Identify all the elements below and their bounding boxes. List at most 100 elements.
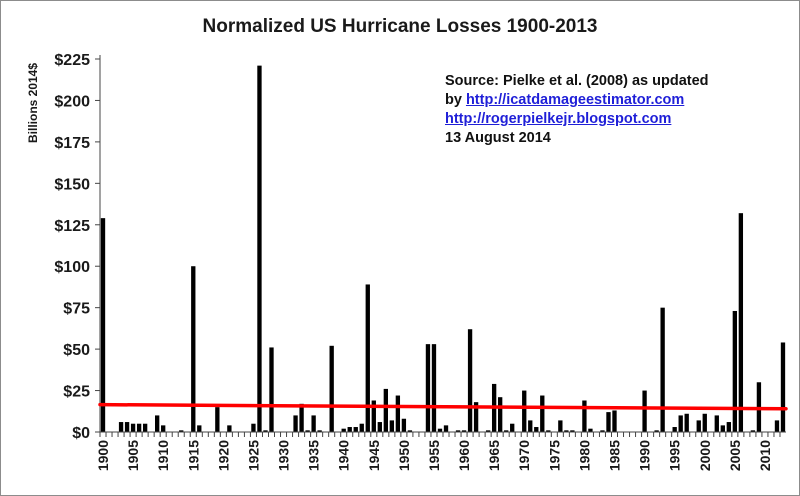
trend-line <box>98 402 788 411</box>
bar-1970 <box>522 390 527 432</box>
y-tick-label: $25 <box>63 384 90 401</box>
bar-1976 <box>558 420 563 432</box>
bar-1961 <box>467 329 473 432</box>
x-tick-label: 1920 <box>215 440 231 471</box>
bar-2005 <box>732 310 738 432</box>
bar-2004 <box>726 422 731 432</box>
x-tick-label: 1955 <box>426 440 442 471</box>
x-tick-label: 1910 <box>155 440 171 471</box>
bar-2002 <box>714 415 719 432</box>
bar-2012 <box>774 420 780 432</box>
x-tick-label: 1960 <box>456 440 472 471</box>
icat-link[interactable]: http://icatdamageestimator.com <box>465 92 685 108</box>
source-annotation: Source: Pielke et al. (2008) as updated … <box>445 72 785 148</box>
x-tick-label: 1915 <box>185 440 201 471</box>
bar-1940 <box>341 428 346 432</box>
bar-1942 <box>353 427 358 432</box>
annotation-blog-line: http://rogerpielkejr.blogspot.com <box>445 110 785 129</box>
bar-1980 <box>582 400 587 432</box>
x-tick-label: 1980 <box>576 440 592 471</box>
x-tick-label: 1975 <box>546 440 562 471</box>
bar-1935 <box>311 415 316 432</box>
y-tick-label: $50 <box>63 342 90 359</box>
bar-1906 <box>136 423 142 432</box>
annotation-date: 13 August 2014 <box>445 130 551 146</box>
x-tick-label: 1935 <box>306 440 322 471</box>
bar-1972 <box>534 427 539 432</box>
x-tick-label: 1950 <box>396 440 412 471</box>
bar-1904 <box>124 422 130 432</box>
y-tick-label: $200 <box>54 93 90 110</box>
y-ticks: $0 $25 $50 $75 $100 $125 $150 $175 $200 $225 <box>54 52 100 442</box>
x-tick-label: 1985 <box>607 440 623 471</box>
bar-1916 <box>197 425 202 432</box>
x-tick-label: 1970 <box>516 440 532 471</box>
y-tick-label: $175 <box>54 135 90 152</box>
bar-1971 <box>528 420 533 432</box>
bar-1997 <box>684 413 689 432</box>
bar-1957 <box>443 425 449 432</box>
annotation-by-line: by http://icatdamageestimator.com <box>445 91 785 110</box>
bar-1981 <box>588 428 593 432</box>
y-tick-label: $75 <box>63 301 90 318</box>
bar-1921 <box>227 425 232 432</box>
y-tick-label: $125 <box>54 218 90 235</box>
bar-1973 <box>540 395 545 432</box>
bar-1995 <box>672 427 677 432</box>
bar-1977 <box>564 430 569 432</box>
bar-1913 <box>179 430 184 432</box>
bar-1996 <box>678 415 683 432</box>
trend-line-group <box>98 402 788 411</box>
bar-2003 <box>720 425 725 432</box>
bar-1955 <box>431 344 437 432</box>
bar-1959 <box>455 430 461 432</box>
bar-1928 <box>269 347 274 432</box>
bar-1960 <box>461 430 467 432</box>
bar-1946 <box>377 422 382 432</box>
y-tick-label: $100 <box>54 259 90 276</box>
bar-1984 <box>606 412 611 432</box>
bar-1962 <box>473 402 479 432</box>
bar-1936 <box>317 430 322 432</box>
bar-1903 <box>118 422 124 432</box>
x-tick-label: 2000 <box>697 440 713 471</box>
bar-1919 <box>215 407 220 432</box>
x-tick-label: 1995 <box>667 440 683 471</box>
bar-1947 <box>383 388 388 432</box>
bar-1934 <box>305 430 310 432</box>
bar-1993 <box>660 307 665 432</box>
bar-1990 <box>642 390 647 432</box>
bar-1964 <box>485 430 491 432</box>
bar-1941 <box>347 427 352 432</box>
bar-1900 <box>100 218 106 432</box>
bar-1950 <box>401 418 407 432</box>
bar-1932 <box>293 415 298 432</box>
x-tick-label: 1900 <box>95 440 111 471</box>
x-tick-label: 1925 <box>245 440 261 471</box>
x-tick-label: 1930 <box>276 440 292 471</box>
bar-1938 <box>329 345 334 432</box>
y-axis-label: Billions 2014$ <box>26 63 40 143</box>
x-tick-label: 1940 <box>336 440 352 471</box>
x-tick-label: 2005 <box>727 440 743 471</box>
bar-1943 <box>359 423 364 432</box>
chart-title: Normalized US Hurricane Losses 1900-2013 <box>203 16 598 37</box>
bar-1915 <box>191 266 196 432</box>
bar-1944 <box>365 284 370 432</box>
x-tick-label: 2010 <box>757 440 773 471</box>
bar-1933 <box>299 403 304 432</box>
y-tick-label: $150 <box>54 176 90 193</box>
bar-1985 <box>612 410 617 432</box>
bar-2000 <box>702 413 707 432</box>
bar-1954 <box>425 344 431 432</box>
x-ticks: 1900 1905 1910 1915 1920 1925 1930 1935 1940 1945… <box>95 432 781 471</box>
bar-1967 <box>504 430 509 432</box>
bar-1905 <box>130 423 136 432</box>
bar-1927 <box>263 430 268 432</box>
bar-1948 <box>389 420 395 432</box>
y-tick-label: $0 <box>72 425 90 442</box>
bar-1951 <box>407 430 413 432</box>
blog-link[interactable]: http://rogerpielkejr.blogspot.com <box>445 111 672 127</box>
bar-1909 <box>155 415 160 432</box>
